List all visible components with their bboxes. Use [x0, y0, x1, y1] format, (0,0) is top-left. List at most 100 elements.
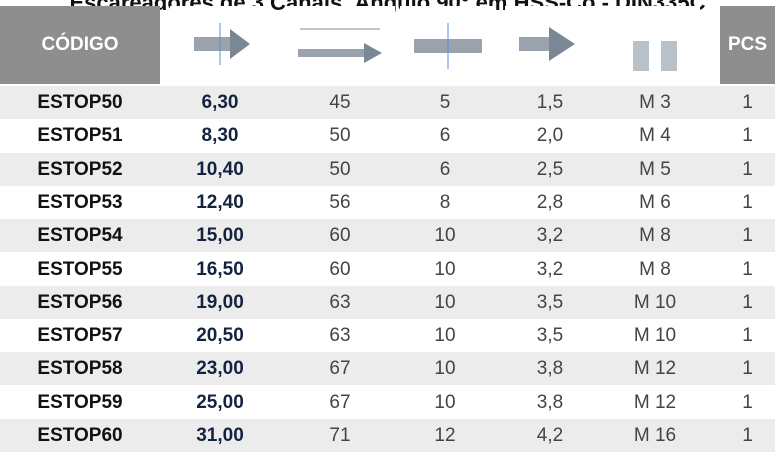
table-cell: ESTOP58 — [0, 352, 160, 385]
table-cell: 1,5 — [500, 86, 600, 119]
table-cell: 8,30 — [165, 119, 275, 152]
table-cell: 1 — [720, 153, 775, 186]
table-cell: 2,5 — [500, 153, 600, 186]
table-cell: 1 — [720, 286, 775, 319]
table-cell: 1 — [720, 253, 775, 286]
icon — [625, 15, 685, 75]
table-cell: ESTOP50 — [0, 86, 160, 119]
table-cell: 3,8 — [500, 352, 600, 385]
table-cell: 10,40 — [165, 153, 275, 186]
table-cell: 3,8 — [500, 386, 600, 419]
table-cell: 4,2 — [500, 419, 600, 452]
table-cell: 10 — [395, 352, 495, 385]
icon — [513, 15, 593, 75]
table-cell: 60 — [285, 219, 395, 252]
page: {"title": "Escareadores de 3 Canais, Âng… — [0, 0, 775, 441]
table-cell: 50 — [285, 119, 395, 152]
table-cell: 25,00 — [165, 386, 275, 419]
table-cell: 19,00 — [165, 286, 275, 319]
table-cell: 10 — [395, 386, 495, 419]
table-cell: M 12 — [605, 352, 705, 385]
table-cell: 1 — [720, 119, 775, 152]
table-cell: M 10 — [605, 286, 705, 319]
table-cell: ESTOP57 — [0, 319, 160, 352]
header-pcs: PCS — [720, 6, 775, 84]
icon — [408, 15, 488, 75]
icon-thread — [610, 6, 700, 84]
table-cell: M 10 — [605, 319, 705, 352]
table-cell: 31,00 — [165, 419, 275, 452]
table-cell: 10 — [395, 319, 495, 352]
table-cell: 16,50 — [165, 253, 275, 286]
table-cell: 1 — [720, 352, 775, 385]
table-cell: 3,2 — [500, 219, 600, 252]
table-cell: M 12 — [605, 386, 705, 419]
table-cell: ESTOP60 — [0, 419, 160, 452]
table-cell: 71 — [285, 419, 395, 452]
table-cell: 6 — [395, 153, 495, 186]
table-cell: 23,00 — [165, 352, 275, 385]
table-cell: 67 — [285, 352, 395, 385]
table-cell: 2,0 — [500, 119, 600, 152]
table-cell: 1 — [720, 186, 775, 219]
table-cell: 12,40 — [165, 186, 275, 219]
table-cell: 60 — [285, 253, 395, 286]
icon-diameter — [170, 6, 270, 84]
table-cell: M 8 — [605, 219, 705, 252]
table-cell: ESTOP51 — [0, 119, 160, 152]
table-cell: M 6 — [605, 186, 705, 219]
table-cell: 6 — [395, 119, 495, 152]
table-cell: ESTOP52 — [0, 153, 160, 186]
table-cell: 63 — [285, 286, 395, 319]
table-cell: 2,8 — [500, 186, 600, 219]
table-cell: 3,5 — [500, 286, 600, 319]
table-cell: M 5 — [605, 153, 705, 186]
table-cell: ESTOP55 — [0, 253, 160, 286]
table-cell: 3,2 — [500, 253, 600, 286]
table-cell: 12 — [395, 419, 495, 452]
table-cell: 50 — [285, 153, 395, 186]
icon — [290, 15, 390, 75]
table-cell: 67 — [285, 386, 395, 419]
table-cell: 20,50 — [165, 319, 275, 352]
icon-tip — [505, 6, 600, 84]
table-cell: 3,5 — [500, 319, 600, 352]
table-cell: 15,00 — [165, 219, 275, 252]
table-cell: ESTOP59 — [0, 386, 160, 419]
table-cell: ESTOP53 — [0, 186, 160, 219]
table-cell: 10 — [395, 219, 495, 252]
table-cell: 1 — [720, 219, 775, 252]
table-cell: M 8 — [605, 253, 705, 286]
table-cell: M 4 — [605, 119, 705, 152]
table-cell: ESTOP54 — [0, 219, 160, 252]
table-cell: 8 — [395, 186, 495, 219]
table-cell: 6,30 — [165, 86, 275, 119]
icon — [180, 15, 260, 75]
table-cell: 1 — [720, 86, 775, 119]
table-cell: 45 — [285, 86, 395, 119]
table-cell: 1 — [720, 386, 775, 419]
icon-length — [285, 6, 395, 84]
table-cell: 10 — [395, 253, 495, 286]
table-cell: 63 — [285, 319, 395, 352]
table-cell: 10 — [395, 286, 495, 319]
table-cell: ESTOP56 — [0, 286, 160, 319]
table-header: CÓDIGO PCS — [0, 6, 775, 84]
table-cell: 1 — [720, 419, 775, 452]
table-cell: M 3 — [605, 86, 705, 119]
table-cell: 56 — [285, 186, 395, 219]
icon-shank — [400, 6, 495, 84]
table-cell: 1 — [720, 319, 775, 352]
header-code: CÓDIGO — [0, 6, 160, 84]
